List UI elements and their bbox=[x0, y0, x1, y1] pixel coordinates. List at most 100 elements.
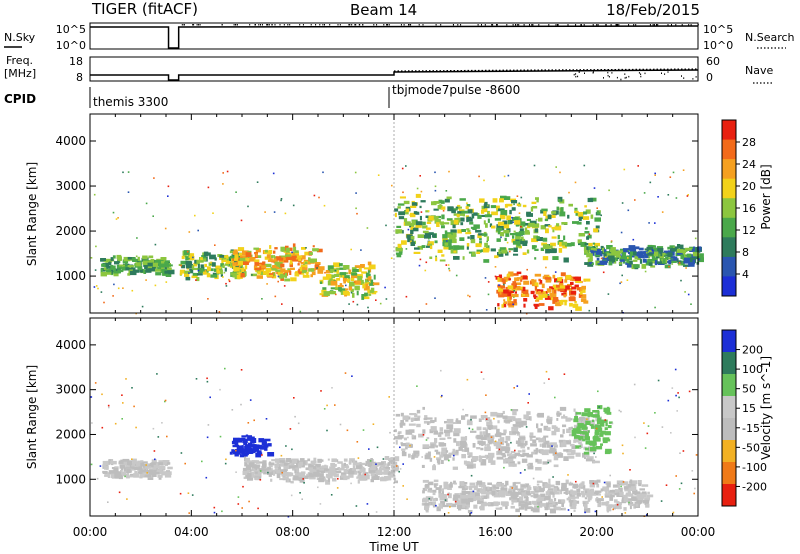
power-colorbar-tick-label: 12 bbox=[742, 224, 756, 237]
velocity-colorbar-tick-label: 15 bbox=[742, 402, 756, 415]
power-speckle bbox=[90, 164, 697, 315]
velocity-y-tick-label: 3000 bbox=[55, 383, 86, 397]
velocity-colorbar-swatch bbox=[722, 440, 736, 463]
power-echo-region bbox=[394, 193, 601, 263]
velocity-y-axis-label: Slant Range [km] bbox=[25, 365, 39, 469]
velocity-echo-region bbox=[421, 478, 654, 514]
power-colorbar-swatch bbox=[722, 159, 736, 180]
velocity-colorbar-label: Velocity [m s^-1] bbox=[759, 356, 773, 460]
cpid-mode-2: tbjmode7pulse -8600 bbox=[392, 83, 520, 97]
power-y-tick-label: 3000 bbox=[55, 179, 86, 193]
freq-panel-frame bbox=[89, 56, 699, 82]
nsky-trace bbox=[90, 24, 699, 49]
velocity-speckle bbox=[90, 367, 698, 518]
plot-title: TIGER (fitACF) bbox=[91, 0, 198, 18]
cpid-mode-1: themis 3300 bbox=[93, 95, 168, 109]
velocity-echo-region bbox=[242, 456, 399, 485]
time-tick-label: 04:00 bbox=[174, 525, 209, 539]
nsearch-label: N.Search bbox=[745, 31, 795, 44]
velocity-colorbar-swatch bbox=[722, 462, 736, 485]
nave-line bbox=[393, 68, 699, 72]
freq-tick-top: 18 bbox=[69, 55, 83, 68]
velocity-colorbar-tick-label: 50 bbox=[742, 383, 756, 396]
freq-trace bbox=[90, 68, 699, 81]
time-tick-label: 00:00 bbox=[681, 525, 716, 539]
power-colorbar: 28 24 20 16 12 8 4 bbox=[721, 119, 756, 297]
time-axis-label: Time UT bbox=[368, 540, 419, 554]
nsky-label: N.Sky bbox=[4, 31, 36, 44]
velocity-colorbar-frame bbox=[721, 329, 737, 507]
power-echo-region bbox=[319, 261, 380, 300]
power-colorbar-tick-label: 24 bbox=[742, 158, 756, 171]
freq-line bbox=[90, 69, 699, 81]
time-tick-label: 08:00 bbox=[275, 525, 310, 539]
power-colorbar-swatch bbox=[722, 198, 736, 219]
nave-tick-bottom: 0 bbox=[706, 71, 713, 84]
power-colorbar-tick-label: 20 bbox=[742, 180, 756, 193]
nsky-tick-top: 10^5 bbox=[56, 23, 86, 36]
power-heatmap bbox=[90, 114, 704, 315]
nsky-line bbox=[90, 25, 699, 49]
velocity-y-tick-label: 1000 bbox=[55, 472, 86, 486]
power-colorbar-swatch bbox=[722, 139, 736, 160]
nave-label: Nave bbox=[745, 64, 773, 77]
power-y-tick-label: 1000 bbox=[55, 269, 86, 283]
velocity-echo-region bbox=[571, 405, 613, 455]
power-colorbar-swatch bbox=[722, 237, 736, 258]
velocity-y-tick-label: 4000 bbox=[55, 338, 86, 352]
time-tick-label: 20:00 bbox=[579, 525, 614, 539]
velocity-y-tick-label: 2000 bbox=[55, 427, 86, 441]
velocity-heatmap bbox=[90, 318, 698, 518]
velocity-colorbar-tick-label: 200 bbox=[742, 344, 763, 357]
velocity-colorbar-swatch bbox=[722, 484, 736, 507]
cpid-label: CPID bbox=[4, 92, 36, 106]
velocity-colorbar-tick-label: -200 bbox=[742, 480, 767, 493]
velocity-y-axis: 1000 2000 3000 4000 bbox=[55, 318, 699, 516]
power-echo-region bbox=[100, 254, 175, 277]
velocity-colorbar-tick-label: -50 bbox=[742, 441, 760, 454]
velocity-colorbar-tick-label: -15 bbox=[742, 422, 760, 435]
freq-tick-bottom: 8 bbox=[76, 71, 83, 84]
power-colorbar-swatch bbox=[722, 120, 736, 141]
power-colorbar-label: Power [dB] bbox=[759, 164, 773, 229]
nave-tick-top: 60 bbox=[706, 55, 720, 68]
power-colorbar-swatch bbox=[722, 178, 736, 199]
velocity-colorbar-swatch bbox=[722, 374, 736, 397]
velocity-colorbar-swatch bbox=[722, 396, 736, 419]
nsky-tick-bottom: 10^0 bbox=[56, 39, 86, 52]
nsearch-tick-top: 10^5 bbox=[703, 23, 733, 36]
power-echo-region bbox=[584, 244, 704, 270]
power-colorbar-swatch bbox=[722, 276, 736, 297]
power-colorbar-tick-label: 4 bbox=[742, 268, 749, 281]
velocity-echo-region bbox=[229, 434, 275, 458]
beam-label: Beam 14 bbox=[350, 1, 417, 19]
velocity-colorbar-swatch bbox=[722, 330, 736, 353]
time-tick-label: 00:00 bbox=[73, 525, 108, 539]
date-label: 18/Feb/2015 bbox=[606, 1, 700, 19]
power-y-axis: 1000 2000 3000 4000 bbox=[55, 114, 699, 313]
power-colorbar-swatch bbox=[722, 217, 736, 238]
time-tick-label: 16:00 bbox=[478, 525, 513, 539]
power-colorbar-tick-label: 8 bbox=[742, 246, 749, 259]
nsearch-tick-bottom: 10^0 bbox=[703, 39, 733, 52]
velocity-echo-region bbox=[394, 406, 602, 471]
velocity-colorbar-tick-label: -100 bbox=[742, 461, 767, 474]
velocity-colorbar-swatch bbox=[722, 418, 736, 441]
power-colorbar-tick-label: 16 bbox=[742, 202, 756, 215]
power-colorbar-tick-label: 28 bbox=[742, 136, 756, 149]
time-tick-label: 12:00 bbox=[377, 525, 412, 539]
power-y-tick-label: 4000 bbox=[55, 134, 86, 148]
power-colorbar-swatch bbox=[722, 256, 736, 277]
velocity-echo-region bbox=[102, 458, 173, 480]
velocity-colorbar: 200 100 50 15 -15 -50 -100 -200 bbox=[721, 329, 767, 507]
time-axis: 00:00 04:00 08:00 12:00 16:00 20:00 00:00 bbox=[73, 525, 716, 539]
power-echo-region bbox=[231, 243, 324, 282]
velocity-colorbar-swatch bbox=[722, 352, 736, 375]
freq-label-1: Freq. bbox=[6, 54, 33, 67]
power-y-axis-label: Slant Range [km] bbox=[25, 162, 39, 266]
power-y-tick-label: 2000 bbox=[55, 224, 86, 238]
freq-label-2: [MHz] bbox=[4, 67, 36, 80]
power-echo-region bbox=[495, 271, 591, 311]
velocity-colorbar-tick-label: 100 bbox=[742, 363, 763, 376]
